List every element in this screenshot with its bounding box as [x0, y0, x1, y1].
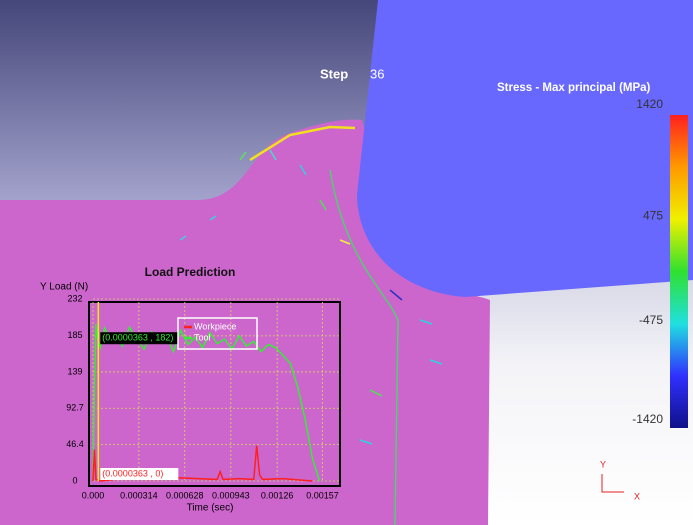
simulation-view: Step 36 Stress - Max principal (MPa) Y X… [0, 0, 693, 525]
y-tick-label: 0 [72, 475, 77, 485]
y-tick-label: 139 [67, 366, 82, 376]
colorbar-tick-label: -1420 [632, 412, 663, 426]
x-tick-label: 0.000314 [120, 490, 158, 500]
x-tick-label: 0.000943 [212, 490, 250, 500]
y-tick-label: 46.4 [66, 439, 84, 449]
step-value: 36 [370, 66, 384, 81]
x-tick-label: 0.000628 [166, 490, 204, 500]
step-label: Step [320, 66, 348, 81]
colorbar-tick-label: -475 [639, 313, 663, 327]
cursor-label: (0.0000363 , 0) [102, 468, 163, 478]
axis-indicator-y: Y [600, 459, 606, 469]
colorbar-tick-label: 475 [643, 208, 663, 222]
legend-label: Workpiece [194, 321, 236, 331]
chart-title: Load Prediction [145, 265, 236, 279]
axis-indicator-x: X [634, 491, 640, 501]
legend-label: Tool [194, 332, 211, 342]
tool [357, 0, 693, 297]
x-tick-label: 0.00157 [306, 490, 339, 500]
x-tick-label: 0.000 [82, 490, 105, 500]
y-tick-label: 185 [67, 330, 82, 340]
colorbar [670, 115, 688, 428]
colorbar-tick-label: 1420 [636, 97, 663, 111]
y-tick-label: 232 [67, 293, 82, 303]
y-tick-label: 92.7 [66, 403, 84, 413]
cursor-label: (0.0000363 , 182) [102, 333, 173, 343]
x-tick-label: 0.00126 [261, 490, 294, 500]
colorbar-title: Stress - Max principal (MPa) [497, 82, 651, 94]
x-axis-label: Time (sec) [187, 503, 234, 514]
y-axis-label: Y Load (N) [40, 282, 88, 293]
